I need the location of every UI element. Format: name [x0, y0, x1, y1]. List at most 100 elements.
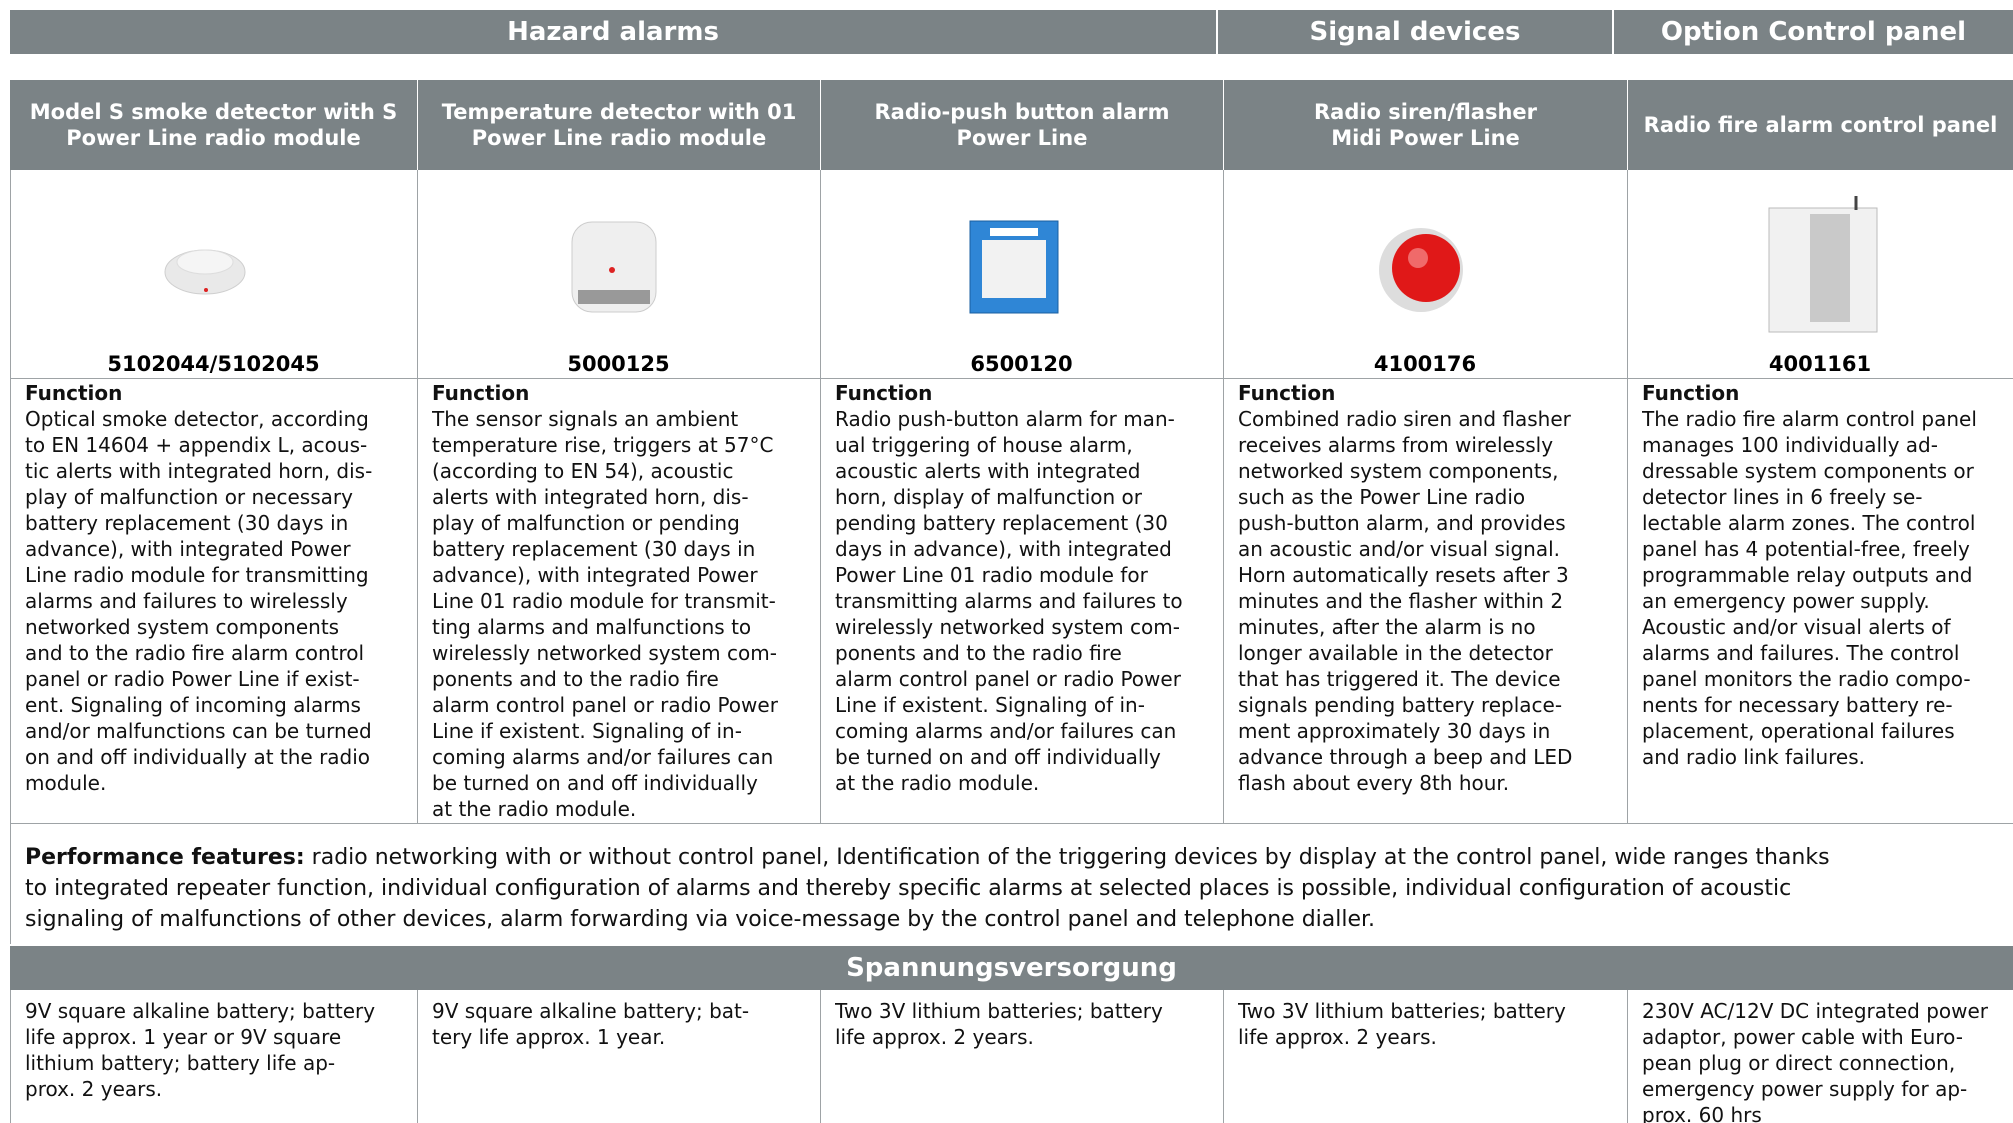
function-line: manages 100 individually ad- [1642, 433, 1938, 457]
function-line: (according to EN 54), acoustic [432, 459, 734, 483]
column-header: Radio siren/flasher Midi Power Line [1224, 80, 1627, 170]
function-line: such as the Power Line radio [1238, 485, 1526, 509]
siren-image [1379, 228, 1463, 312]
performance-features: Performance features: radio networking w… [25, 842, 2013, 935]
function-line: advance), with integrated Power [432, 563, 758, 587]
article-number: 5102044/5102045 [107, 352, 320, 376]
function-line: wirelessly networked system com- [432, 641, 777, 665]
supply-cell [1627, 990, 2013, 1123]
performance-line: signaling of malfunctions of other devic… [25, 904, 2013, 935]
function-line: pending battery replacement (30 [835, 511, 1168, 535]
performance-line: Performance features: radio networking w… [25, 842, 2013, 873]
function-line: flash about every 8th hour. [1238, 771, 1510, 795]
article-number: 6500120 [970, 352, 1073, 376]
function-text: Function The sensor signals an ambient tem… [432, 380, 820, 822]
function-label: Function [835, 381, 933, 405]
function-line: alarms and failures. The control [1642, 641, 1960, 665]
header-line: Power Line radio module [66, 126, 361, 150]
function-line: coming alarms and/or failures can [432, 745, 774, 769]
supply-line: emergency power supply for ap- [1642, 1077, 1968, 1101]
performance-line: to integrated repeater function, individ… [25, 873, 2013, 904]
function-line: The sensor signals an ambient [432, 407, 739, 431]
function-line: push-button alarm, and provides [1238, 511, 1566, 535]
header-line: Midi Power Line [1331, 126, 1520, 150]
function-line: play of malfunction or pending [432, 511, 740, 535]
column-header: Radio-push button alarm Power Line [821, 80, 1223, 170]
group-header: Option Control panel [1614, 10, 2013, 54]
function-line: an emergency power supply. [1642, 589, 1930, 613]
function-line: wirelessly networked system com- [835, 615, 1180, 639]
function-line: on and off individually at the radio [25, 745, 371, 769]
function-line: panel has 4 potential-free, freely [1642, 537, 1970, 561]
function-line: longer available in the detector [1238, 641, 1553, 665]
supply-cell [820, 990, 1223, 1123]
function-line: placement, operational failures [1642, 719, 1955, 743]
function-line: days in advance), with integrated [835, 537, 1172, 561]
column-cell [1627, 170, 2013, 824]
function-line: play of malfunction or necessary [25, 485, 353, 509]
header-line: Temperature detector with 01 [441, 100, 797, 124]
function-line: Power Line 01 radio module for [835, 563, 1148, 587]
header-line: Radio-push button alarm [874, 100, 1170, 124]
function-line: Acoustic and/or visual alerts of [1642, 615, 1951, 639]
function-line: that has triggered it. The device [1238, 667, 1561, 691]
supply-line: 230V AC/12V DC integrated power [1642, 999, 1989, 1023]
function-line: ual triggering of house alarm, [835, 433, 1133, 457]
function-line: alarms and failures to wirelessly [25, 589, 348, 613]
function-line: alarm control panel or radio Power [835, 667, 1181, 691]
supply-line: pean plug or direct connection, [1642, 1051, 1956, 1075]
column-cell [417, 170, 820, 824]
function-line: programmable relay outputs and [1642, 563, 1973, 587]
function-line: Optical smoke detector, according [25, 407, 369, 431]
function-text: Function Optical smoke detector, accordin… [25, 380, 417, 796]
function-line: nents for necessary battery re- [1642, 693, 1953, 717]
function-line: lectable alarm zones. The control [1642, 511, 1976, 535]
control-panel-image [1768, 196, 1878, 333]
function-line: minutes and the flasher within 2 [1238, 589, 1564, 613]
performance-text: radio networking with or without control… [304, 845, 1830, 870]
function-line: detector lines in 6 freely se- [1642, 485, 1923, 509]
supply-line: tery life approx. 1 year. [432, 1025, 666, 1049]
column-header: Temperature detector with 01 Power Line r… [418, 80, 820, 170]
function-line: Combined radio siren and flasher [1238, 407, 1571, 431]
column-header: Model S smoke detector with S Power Line … [10, 80, 417, 170]
function-line: temperature rise, triggers at 57°C [432, 433, 774, 457]
function-line: Line radio module for transmitting [25, 563, 369, 587]
function-line: horn, display of malfunction or [835, 485, 1142, 509]
function-text: Function Combined radio siren and flasher… [1238, 380, 1627, 796]
supply-line: prox. 2 years. [25, 1077, 163, 1101]
supply-line: Two 3V lithium batteries; battery [1238, 999, 1566, 1023]
supply-text: 230V AC/12V DC integrated power adaptor, … [1642, 998, 2013, 1123]
article-number: 4001161 [1768, 352, 1872, 376]
function-line: to EN 14604 + appendix L, acous- [25, 433, 368, 457]
function-line: be turned on and off individually [432, 771, 758, 795]
function-line: Line if existent. Signaling of in- [835, 693, 1145, 717]
function-line: coming alarms and/or failures can [835, 719, 1177, 743]
function-line: Horn automatically resets after 3 [1238, 563, 1569, 587]
supply-cell [10, 990, 417, 1123]
function-line: signals pending battery replace- [1238, 693, 1563, 717]
function-line: Line 01 radio module for transmit- [432, 589, 776, 613]
column-header: Radio fire alarm control panel [1628, 80, 2013, 170]
function-label: Function [1642, 381, 1740, 405]
function-line: minutes, after the alarm is no [1238, 615, 1536, 639]
function-line: alerts with integrated horn, dis- [432, 485, 749, 509]
supply-text: 9V square alkaline battery; bat-tery lif… [432, 998, 820, 1050]
supply-line: 9V square alkaline battery; bat- [432, 999, 750, 1023]
cell-divider [1627, 378, 2013, 379]
header-line: Model S smoke detector with S [29, 100, 398, 124]
supply-text: Two 3V lithium batteries; battery life ap… [835, 998, 1223, 1050]
cell-divider [820, 378, 1223, 379]
function-line: The radio fire alarm control panel [1642, 407, 1977, 431]
supply-line: Two 3V lithium batteries; battery [835, 999, 1163, 1023]
group-header: Signal devices [1218, 10, 1612, 54]
performance-text: to integrated repeater function, individ… [25, 876, 1792, 901]
header-line: Radio fire alarm control panel [1643, 113, 1998, 137]
supply-line: life approx. 2 years. [835, 1025, 1034, 1049]
supply-text: Two 3V lithium batteries; battery life ap… [1238, 998, 1627, 1050]
supply-line: life approx. 2 years. [1238, 1025, 1437, 1049]
article-number: 4100176 [1373, 352, 1477, 376]
header-line: Power Line radio module [471, 126, 767, 150]
group-header: Hazard alarms [10, 10, 1216, 54]
